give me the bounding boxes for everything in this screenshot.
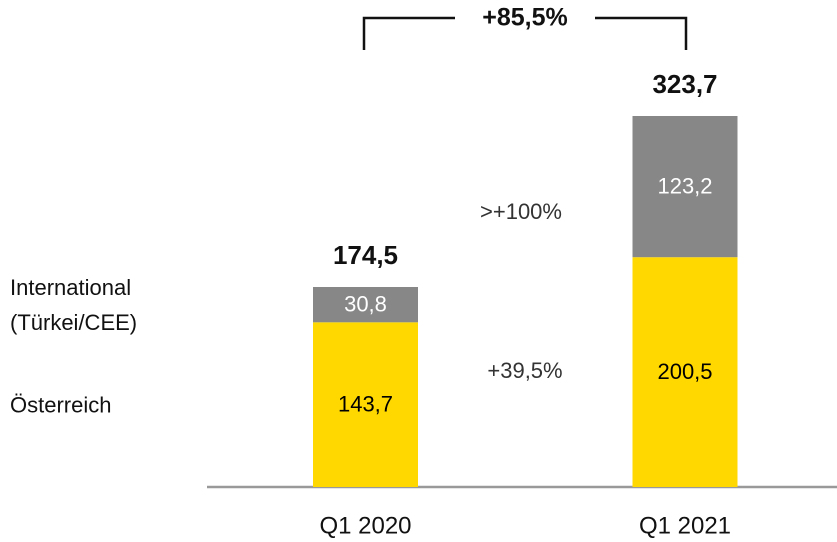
legend-label: International (Türkei/CEE) [10,274,138,335]
x-tick-label: Q1 2020 [319,512,411,539]
bar-segment [313,322,418,487]
value-label: 123,2 [657,173,712,198]
value-label: 143,7 [338,391,393,416]
international-change: >+100% [480,199,562,224]
total-label: 323,7 [652,69,717,99]
value-label: 200,5 [657,359,712,384]
x-tick-label: Q1 2021 [639,512,731,539]
bracket [362,16,688,50]
bar-segment [313,287,418,323]
austria-change: +39,5% [487,358,562,383]
total-change: +85,5% [482,4,568,32]
bar-segment [632,116,738,258]
value-label: 30,8 [344,291,387,316]
total-label: 174,5 [333,240,398,270]
legend-label: Österreich [10,392,112,418]
bar-segment [632,257,738,487]
